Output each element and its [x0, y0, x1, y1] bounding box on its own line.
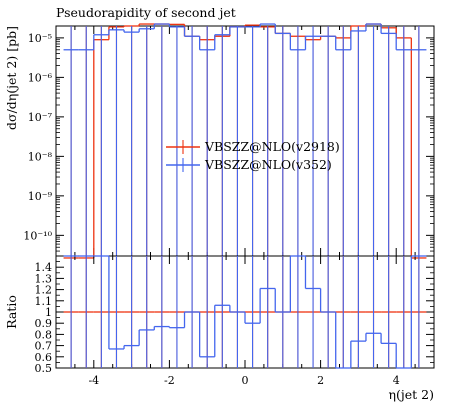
- x-tick-label: -2: [164, 374, 175, 387]
- chart-title: Pseudorapidity of second jet: [56, 5, 236, 20]
- main-y-axis-title: dσ/dη(jet 2) [pb]: [4, 26, 19, 130]
- main-y-axis: 10⁻¹⁰ 10⁻⁹ 10⁻⁸ 10⁻⁷ 10⁻⁶ 10⁻⁵: [23, 25, 434, 257]
- main-y-tick-label: 10⁻⁵: [28, 32, 52, 45]
- main-y-tick-label: 10⁻⁶: [28, 71, 53, 84]
- ratio-y-tick-label: 0.7: [35, 340, 53, 353]
- ratio-y-axis-title: Ratio: [4, 295, 19, 329]
- ratio-y-tick-label: 1.4: [35, 261, 53, 274]
- x-axis-title: η(jet 2): [389, 387, 434, 402]
- legend: VBSZZ@NLO(v2918) VBSZZ@NLO(v352): [166, 139, 340, 172]
- ratio-y-axis: 0.50.60.70.80.911.11.21.31.4: [35, 261, 434, 375]
- ratio-y-tick-label: 0.5: [35, 362, 53, 375]
- ratio-y-tick-label: 1: [45, 306, 52, 319]
- main-series-group: [63, 23, 427, 259]
- ratio-y-tick-label: 1.1: [35, 295, 53, 308]
- main-panel: 10⁻¹⁰ 10⁻⁹ 10⁻⁸ 10⁻⁷ 10⁻⁶ 10⁻⁵ VBSZZ@NLO(v291…: [4, 23, 435, 259]
- ratio-y-tick-label: 1.3: [35, 272, 53, 285]
- main-y-tick-label: 10⁻⁷: [28, 111, 53, 124]
- ratio-y-tick-label: 0.8: [35, 328, 53, 341]
- legend-label: VBSZZ@NLO(v2918): [204, 139, 340, 154]
- ratio-series-group: [63, 255, 427, 369]
- ratio-y-tick-label: 0.9: [35, 317, 53, 330]
- x-tick-label: 4: [393, 374, 400, 387]
- legend-label: VBSZZ@NLO(v352): [204, 157, 332, 172]
- ratio-y-tick-label: 1.2: [35, 284, 53, 297]
- ratio-panel: 0.50.60.70.80.911.11.21.31.4 -4 -2 0 2 4 Rat…: [4, 255, 435, 402]
- main-y-tick-label: 10⁻⁹: [28, 190, 53, 203]
- ratio-x-axis: -4 -2 0 2 4: [55, 256, 435, 387]
- x-tick-label: 2: [317, 374, 324, 387]
- x-tick-label: 0: [242, 374, 249, 387]
- main-y-tick-label: 10⁻⁸: [28, 150, 53, 163]
- ratio-y-tick-label: 0.6: [35, 351, 53, 364]
- main-y-tick-label: 10⁻¹⁰: [23, 229, 52, 242]
- x-tick-label: -4: [88, 374, 99, 387]
